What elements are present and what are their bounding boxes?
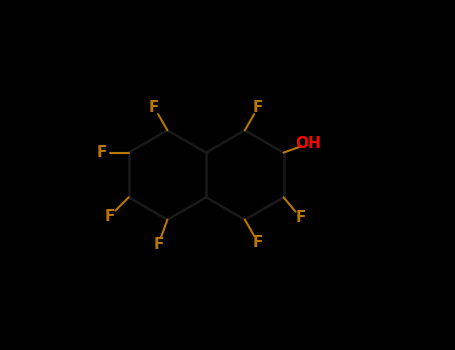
Text: F: F [149,100,159,115]
Text: F: F [253,100,263,115]
Text: F: F [153,237,163,252]
Text: OH: OH [296,136,321,151]
Text: F: F [253,235,263,250]
Text: F: F [105,209,115,224]
Text: F: F [295,210,306,225]
Text: F: F [97,145,107,160]
